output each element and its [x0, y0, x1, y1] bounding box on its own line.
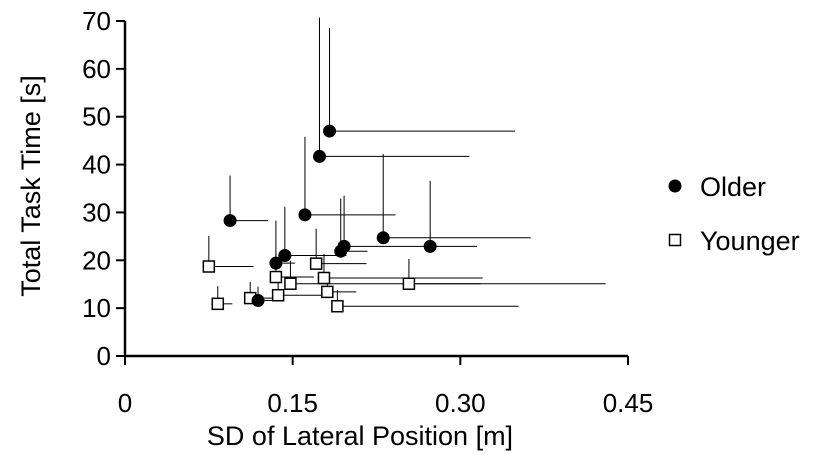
younger-point	[211, 297, 225, 311]
legend-label: Younger	[700, 226, 800, 256]
y-tick-label: 10	[82, 293, 111, 323]
data-markers	[202, 124, 437, 313]
legend: Older Younger	[668, 172, 800, 256]
younger-point	[317, 271, 331, 285]
y-axis-title: Total Task Time [s]	[16, 75, 46, 297]
older-point	[334, 244, 348, 258]
legend-marker	[668, 233, 682, 247]
younger-point	[331, 299, 344, 313]
legend-label: Older	[700, 172, 766, 202]
x-axis-title: SD of Lateral Position [m]	[207, 421, 513, 451]
younger-point	[269, 270, 283, 284]
older-point	[312, 149, 326, 163]
x-tick-label: 0.45	[603, 388, 654, 418]
younger-point	[402, 277, 416, 290]
younger-point	[309, 257, 323, 270]
error-bars	[208, 17, 606, 307]
younger-point	[284, 277, 297, 290]
x-tick-label: 0.15	[267, 388, 318, 418]
legend-marker	[668, 179, 682, 193]
older-point	[323, 124, 337, 138]
younger-point	[202, 260, 216, 273]
younger-point	[321, 285, 334, 299]
y-tick-label: 50	[82, 102, 111, 132]
older-point	[376, 231, 390, 245]
ticks: 0 10 20 30 40 50 60 70 0 0.15 0.30 0.45	[82, 6, 653, 418]
older-point	[298, 208, 312, 222]
y-tick-label: 0	[97, 341, 111, 371]
older-point	[278, 249, 292, 262]
y-tick-label: 30	[82, 197, 111, 227]
older-point	[223, 214, 237, 228]
y-tick-label: 40	[82, 150, 111, 180]
axes	[123, 21, 628, 358]
older-point	[423, 239, 437, 253]
x-tick-label: 0.30	[435, 388, 486, 418]
older-point	[251, 293, 265, 307]
younger-point	[271, 288, 285, 302]
older-point	[269, 256, 283, 270]
y-tick-label: 70	[82, 6, 111, 36]
y-tick-label: 20	[82, 245, 111, 275]
x-tick-label: 0	[118, 388, 132, 418]
y-tick-label: 60	[82, 54, 111, 84]
